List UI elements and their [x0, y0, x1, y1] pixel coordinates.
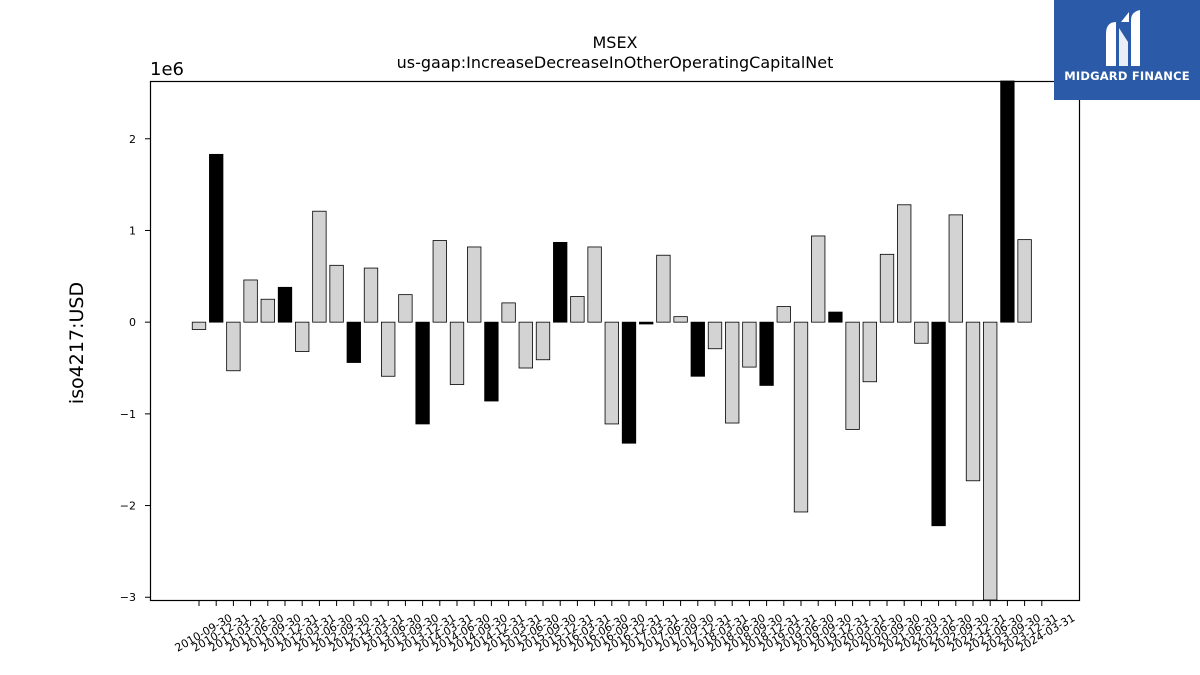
bar	[553, 241, 568, 323]
bar	[381, 321, 396, 377]
bar	[759, 321, 774, 386]
plot-frame	[149, 80, 1081, 602]
bar	[449, 321, 465, 385]
bar	[845, 321, 860, 430]
bar	[209, 153, 224, 323]
y-scale-label: 1e6	[150, 59, 184, 80]
brand-logo: MIDGARD FINANCE	[1054, 0, 1200, 100]
y-tick-label: −2	[120, 500, 136, 513]
bar	[432, 240, 447, 323]
chart-subtitle: us-gaap:IncreaseDecreaseInOtherOperating…	[397, 53, 834, 72]
bar	[226, 321, 241, 372]
y-axis-label: iso4217:USD	[66, 282, 88, 404]
bar	[965, 321, 981, 482]
bar	[862, 321, 877, 383]
bar	[793, 321, 809, 513]
bar	[484, 321, 499, 402]
bar	[518, 321, 533, 369]
bar	[501, 302, 516, 323]
bar	[811, 235, 826, 323]
bar	[725, 321, 740, 424]
y-tick-label: 2	[129, 133, 136, 146]
y-tick-label: 0	[129, 316, 136, 329]
bars-layer	[191, 80, 1032, 601]
y-tick-label: −3	[120, 591, 136, 604]
bar	[398, 294, 413, 323]
bar	[948, 214, 963, 323]
bar	[983, 321, 998, 601]
bar	[570, 296, 585, 323]
bar	[690, 321, 705, 377]
bar	[1017, 239, 1032, 323]
bar	[363, 267, 379, 323]
x-axis: 2010-09-302010-12-312011-03-312011-06-30…	[173, 600, 1077, 655]
bar	[673, 316, 688, 323]
bar	[587, 246, 602, 323]
bar	[467, 246, 482, 323]
bar	[656, 254, 671, 323]
bar	[295, 321, 310, 352]
bar	[639, 321, 654, 325]
bar	[535, 321, 551, 361]
bar	[742, 321, 757, 368]
bar	[828, 311, 843, 323]
bar	[415, 321, 430, 425]
bar	[879, 253, 895, 323]
bar	[776, 306, 791, 323]
bar	[1000, 80, 1015, 323]
bar	[260, 298, 275, 323]
y-axis: −3 −2 −1 0 1 2	[120, 133, 150, 604]
y-tick-label: −1	[120, 408, 136, 421]
bar	[621, 321, 637, 444]
y-tick-label: 1	[129, 224, 136, 237]
bar	[897, 204, 912, 323]
bar	[329, 264, 344, 323]
chart-title: MSEX	[592, 33, 637, 52]
bar	[277, 286, 293, 323]
bar	[312, 210, 327, 323]
bar	[243, 279, 258, 323]
logo-mark-icon	[1106, 10, 1140, 66]
bar	[914, 321, 929, 344]
bar	[346, 321, 361, 363]
bar	[191, 321, 207, 330]
bar	[707, 321, 723, 350]
brand-name: MIDGARD FINANCE	[1064, 69, 1190, 83]
bar	[931, 321, 946, 527]
bar	[604, 321, 619, 425]
